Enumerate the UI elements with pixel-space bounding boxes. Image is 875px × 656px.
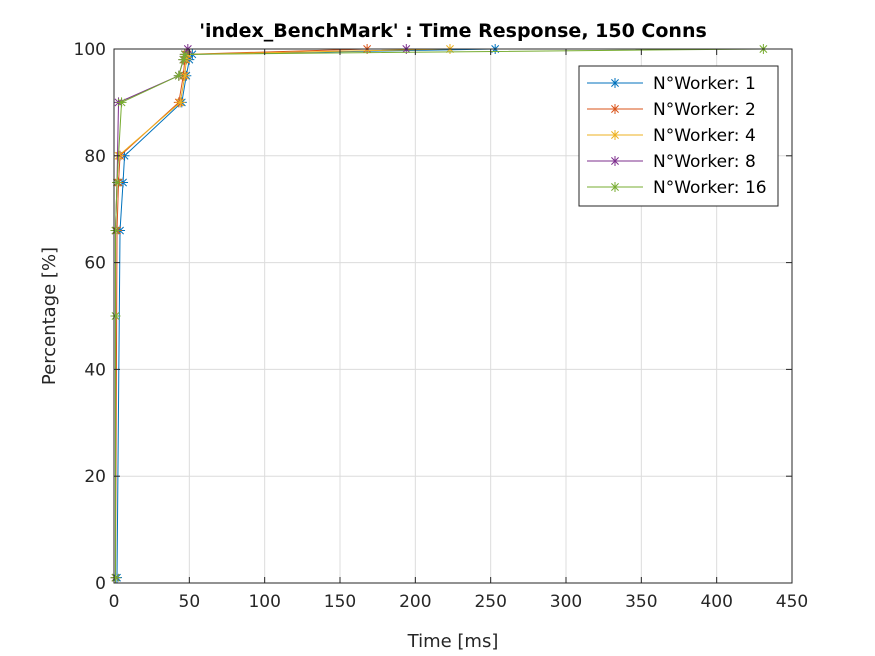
grid (114, 49, 792, 583)
x-tick-label: 50 (179, 592, 201, 612)
y-axis-label: Percentage [%] (39, 247, 60, 385)
legend-swatch-marker (610, 156, 620, 166)
legend-swatch-marker (610, 104, 620, 114)
data-point (178, 54, 189, 65)
y-tick-label: 40 (84, 360, 106, 380)
data-point (173, 70, 184, 81)
x-tick-label: 400 (700, 592, 732, 612)
x-tick-label: 150 (324, 592, 356, 612)
data-point (110, 311, 121, 321)
legend-label: N°Worker: 16 (653, 178, 767, 198)
x-tick-label: 250 (474, 592, 506, 612)
legend-label: N°Worker: 2 (653, 100, 756, 120)
data-point (110, 225, 121, 236)
x-tick-label: 300 (550, 592, 582, 612)
x-axis-ticks: 0 50 100 150 200 250 300 350 400 450 (109, 49, 808, 612)
x-axis-label: Time [ms] (407, 631, 499, 652)
data-point (110, 572, 121, 583)
legend-item: N°Worker: 4 (587, 126, 756, 146)
legend-swatch-marker (610, 130, 620, 140)
legend: N°Worker: 1 N°Worker: 2 N°Worker: 4 N°Worke… (578, 65, 779, 207)
legend-label: N°Worker: 8 (653, 152, 756, 172)
y-axis-ticks: 0 20 40 60 80 100 (74, 40, 792, 594)
data-point (175, 97, 186, 108)
axes-box (113, 48, 793, 584)
y-tick-label: 60 (84, 254, 106, 274)
y-tick-label: 0 (95, 574, 106, 594)
chart-title: 'index_BenchMark' : Time Response, 150 C… (199, 20, 707, 42)
legend-label: N°Worker: 4 (653, 126, 756, 146)
y-tick-label: 20 (84, 467, 106, 487)
x-tick-label: 350 (625, 592, 657, 612)
legend-item: N°Worker: 1 (587, 74, 756, 94)
data-point (112, 177, 123, 188)
x-tick-label: 450 (776, 592, 808, 612)
y-tick-label: 100 (74, 40, 106, 60)
legend-box (578, 65, 779, 207)
data-point (179, 70, 190, 81)
y-tick-label: 80 (84, 147, 106, 167)
legend-swatch-marker (610, 182, 620, 192)
x-tick-label: 100 (248, 592, 280, 612)
series-layer (110, 44, 769, 583)
legend-label: N°Worker: 1 (653, 74, 756, 94)
legend-item: N°Worker: 8 (587, 152, 756, 172)
x-tick-label: 0 (109, 592, 120, 612)
legend-item: N°Worker: 2 (587, 100, 756, 120)
legend-item: N°Worker: 16 (587, 178, 767, 198)
legend-swatch-marker (610, 78, 620, 88)
data-point (179, 49, 190, 60)
x-tick-label: 200 (399, 592, 431, 612)
data-point (116, 97, 127, 108)
